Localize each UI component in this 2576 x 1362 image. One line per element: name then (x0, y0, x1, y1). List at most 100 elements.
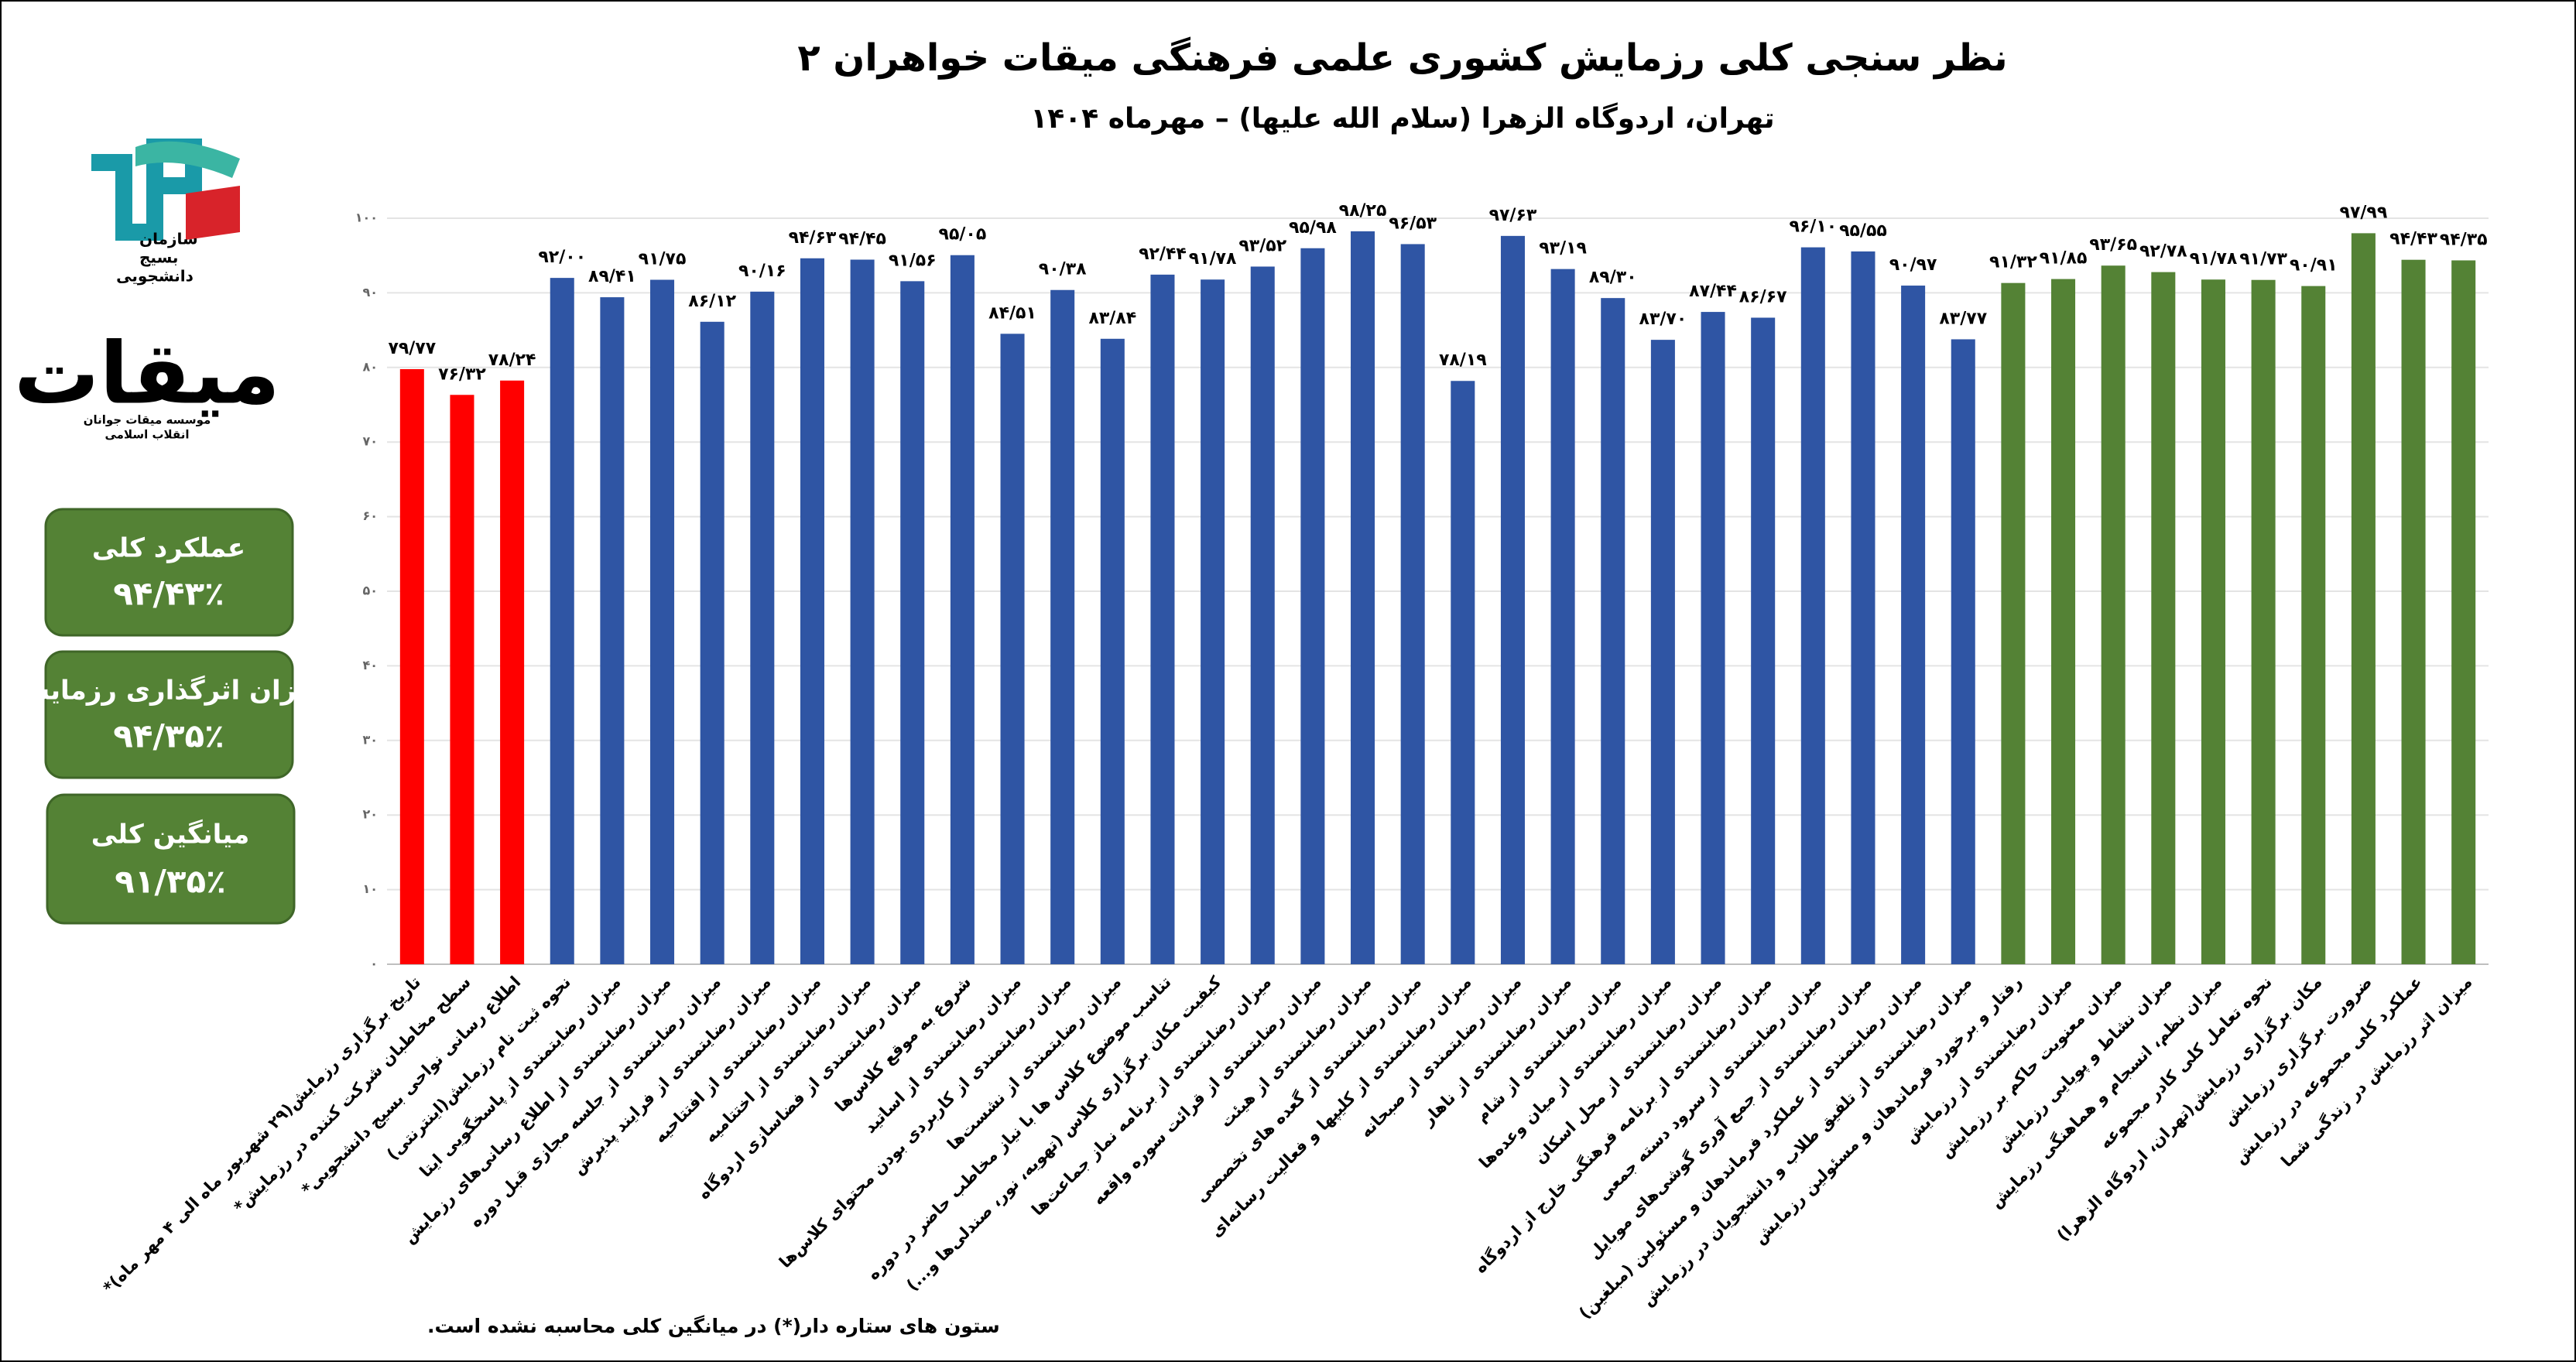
value-label: ۹۶/۵۳ (1389, 214, 1437, 233)
bar (2101, 265, 2126, 964)
value-label: ۹۰/۱۶ (738, 262, 786, 281)
bar (1201, 279, 1225, 964)
miqat-logo: میقات موسسه میقات جوانان انقلاب اسلامی (14, 323, 280, 441)
y-tick-label: ۹۰ (362, 285, 378, 299)
y-tick-label: ۴۰ (362, 658, 378, 672)
value-label: ۹۳/۵۲ (1238, 236, 1286, 255)
chart-subtitle: تهران، اردوگاه الزهرا (سلام الله علیها) … (1030, 102, 1774, 135)
bar (2401, 259, 2426, 964)
logo-text: دانشجویی (116, 267, 194, 286)
value-label: ۹۳/۶۵ (2089, 235, 2137, 255)
logo-text: بسیج (139, 248, 178, 267)
footnote: ستون های ستاره دار(*) در میانگین کلی محا… (427, 1315, 1000, 1338)
bar (1150, 274, 1175, 964)
bar (1601, 298, 1625, 964)
bar (1500, 235, 1525, 964)
bar (1400, 244, 1425, 964)
logo-flag (186, 186, 240, 240)
value-label: ۷۸/۱۹ (1439, 351, 1487, 370)
bar (1751, 317, 1776, 964)
bar (650, 279, 675, 964)
value-label: ۷۶/۳۲ (438, 364, 486, 384)
summary-value: ۹۴/۳۵٪ (113, 717, 224, 755)
bar (1351, 231, 1375, 964)
logo-text: میقات (14, 323, 280, 423)
value-label: ۹۴/۶۳ (789, 228, 837, 248)
bar (2251, 279, 2276, 965)
logo-shape (91, 139, 202, 241)
bar (950, 255, 975, 964)
bar (1800, 247, 1825, 964)
logo-caption: انقلاب اسلامی (105, 428, 190, 442)
bar (2051, 279, 2076, 964)
value-label: ۹۷/۹۹ (2340, 203, 2388, 222)
y-tick-label: ۰ (370, 956, 378, 971)
summary-value: ۹۴/۴۳٪ (113, 575, 224, 613)
summary-title: عملکرد کلی (92, 533, 245, 564)
bar (900, 281, 925, 965)
value-label: ۸۹/۳۰ (1589, 268, 1637, 287)
value-label: ۹۱/۷۵ (639, 250, 687, 269)
bar (1250, 266, 1275, 965)
bar (1901, 286, 1926, 964)
bar (2451, 260, 2476, 964)
bar (2201, 279, 2225, 964)
y-tick-label: ۸۰ (362, 359, 378, 374)
value-label: ۹۲/۴۴ (1139, 245, 1187, 264)
bar (550, 278, 574, 964)
value-label: ۹۵/۰۵ (939, 225, 987, 245)
value-label: ۸۴/۵۱ (988, 303, 1036, 323)
bar (500, 380, 525, 965)
value-label: ۷۸/۲۴ (488, 351, 536, 370)
bar (2301, 286, 2326, 965)
bar (1951, 339, 1975, 964)
y-tick-label: ۷۰ (362, 434, 378, 449)
bar (1701, 312, 1725, 965)
value-label: ۸۳/۸۴ (1088, 309, 1136, 328)
chart-title: نظر سنجی کلی رزمایش کشوری علمی فرهنگی می… (797, 36, 2007, 80)
value-label: ۹۸/۲۵ (1339, 201, 1387, 221)
value-label: ۷۹/۷۷ (388, 339, 436, 358)
y-tick-label: ۵۰ (362, 583, 378, 598)
bar (1300, 248, 1325, 964)
bar (750, 291, 775, 964)
value-label: ۸۳/۷۰ (1639, 310, 1687, 329)
value-label: ۹۷/۶۳ (1489, 206, 1537, 225)
bar (2351, 233, 2376, 964)
value-label: ۹۱/۷۳ (2239, 250, 2287, 269)
value-label: ۹۴/۴۳ (2389, 230, 2437, 249)
logo-caption: موسسه میقات جوانان (84, 413, 211, 427)
value-label: ۹۵/۹۸ (1289, 218, 1337, 238)
value-label: ۹۰/۹۱ (2290, 256, 2338, 275)
bar (850, 259, 875, 964)
bar (800, 258, 824, 964)
value-label: ۹۶/۱۰ (1789, 217, 1837, 237)
logo-text: سازمان (139, 230, 198, 248)
value-label: ۸۷/۴۴ (1689, 282, 1737, 301)
basij-logo: سازمان بسیج دانشجویی (91, 139, 240, 286)
value-label: ۹۴/۳۵ (2440, 230, 2488, 249)
y-tick-label: ۲۰ (362, 807, 378, 822)
logo-shape (135, 141, 240, 178)
value-label: ۹۲/۰۰ (538, 248, 586, 267)
summary-title: میانگین کلی (91, 820, 250, 850)
value-label: ۹۱/۷۸ (1189, 249, 1237, 269)
value-label: ۸۶/۶۷ (1739, 288, 1787, 307)
summary-value: ۹۱/۳۵٪ (115, 863, 226, 901)
bar (600, 297, 625, 964)
bar (399, 369, 424, 964)
bar (2001, 282, 2026, 965)
value-label: ۹۴/۴۵ (838, 230, 886, 249)
value-label: ۹۱/۷۸ (2190, 249, 2238, 269)
summary-box (44, 650, 294, 779)
value-label: ۹۱/۸۵ (2040, 249, 2088, 269)
value-label: ۹۰/۹۷ (1889, 255, 1937, 275)
value-label: ۹۰/۳۸ (1039, 260, 1087, 279)
summary-boxes: عملکرد کلی ۹۴/۴۳٪ میزان اثرگذاری رزمایش … (13, 508, 324, 925)
value-label: ۸۹/۴۱ (588, 267, 636, 286)
value-label: ۹۱/۵۶ (889, 251, 937, 270)
y-tick-label: ۳۰ (362, 732, 378, 747)
y-tick-label: ۱۰ (362, 881, 378, 896)
